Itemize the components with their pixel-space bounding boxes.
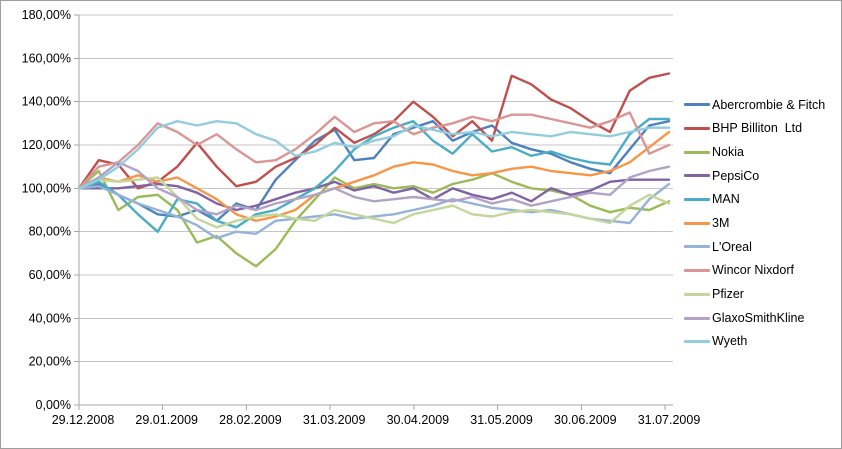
legend-label: BHP Billiton Ltd [712,121,803,136]
legend-label: Abercrombie & Fitch [712,97,826,112]
legend-swatch-wyeth [684,340,710,344]
legend-swatch-pepsico [684,174,710,178]
legend-item-man: MAN [684,188,839,212]
y-axis-label: 0,00% [36,398,71,412]
y-axis-label: 40,00% [29,311,71,325]
legend-swatch-pfizer [684,292,710,296]
legend-swatch-l-oreal [684,245,710,249]
x-axis-label: 28.02.2009 [219,413,282,427]
legend-item-wyeth: Wyeth [684,330,839,354]
y-axis-label: 60,00% [29,268,71,282]
x-axis-label: 31.07.2009 [638,413,701,427]
series-line-man [77,117,671,233]
legend-label: MAN [712,192,740,207]
legend-item-pepsico: PepsiCo [684,164,839,188]
legend-label: Nokia [712,144,744,159]
legend-item-nokia: Nokia [684,140,839,164]
legend: Abercrombie & Fitch BHP Billiton Ltd Nokia… [684,93,839,354]
x-axis-label: 30.06.2009 [554,413,617,427]
y-axis-label: 20,00% [29,355,71,369]
legend-swatch-glaxosmithkline [684,316,710,320]
series-line-3m [77,130,671,223]
x-axis-label: 31.05.2009 [470,413,533,427]
legend-swatch-nokia [684,150,710,154]
y-axis-label: 120,00% [22,138,71,152]
legend-item-wincor-nixdorf: Wincor Nixdorf [684,259,839,283]
y-axis-label: 100,00% [22,181,71,195]
legend-label: PepsiCo [712,168,760,183]
legend-swatch-3m [684,221,710,225]
legend-item-3m: 3M [684,211,839,235]
legend-swatch-abercrombie-fitch [684,103,710,107]
y-axis-label: 180,00% [22,8,71,22]
legend-label: 3M [712,216,730,231]
series-line-glaxosmithkline [77,161,671,216]
series-line-wyeth [77,119,671,190]
legend-swatch-man [684,198,710,202]
legend-item-l-oreal: L'Oreal [684,235,839,259]
x-axis-label: 29.01.2009 [135,413,198,427]
legend-label: GlaxoSmithKline [712,310,805,325]
legend-item-abercrombie-fitch: Abercrombie & Fitch [684,93,839,117]
legend-label: Pfizer [712,287,744,302]
y-axis-label: 80,00% [29,225,71,239]
legend-item-bhp-billiton-ltd: BHP Billiton Ltd [684,117,839,141]
x-axis-label: 31.03.2009 [303,413,366,427]
legend-item-glaxosmithkline: GlaxoSmithKline [684,306,839,330]
legend-swatch-bhp-billiton-ltd [684,127,710,131]
legend-label: Wincor Nixdorf [712,263,794,278]
legend-label: Wyeth [712,334,748,349]
y-axis-label: 140,00% [22,95,71,109]
legend-item-pfizer: Pfizer [684,283,839,307]
legend-label: L'Oreal [712,239,752,254]
series-line-bhp-billiton-ltd [77,72,671,190]
series-line-wincor-nixdorf [77,111,671,190]
legend-swatch-wincor-nixdorf [684,269,710,273]
series-line-pepsico [77,178,671,212]
x-axis-label: 30.04.2009 [387,413,450,427]
x-axis-label: 29.12.2008 [52,413,115,427]
y-axis-label: 160,00% [22,51,71,65]
